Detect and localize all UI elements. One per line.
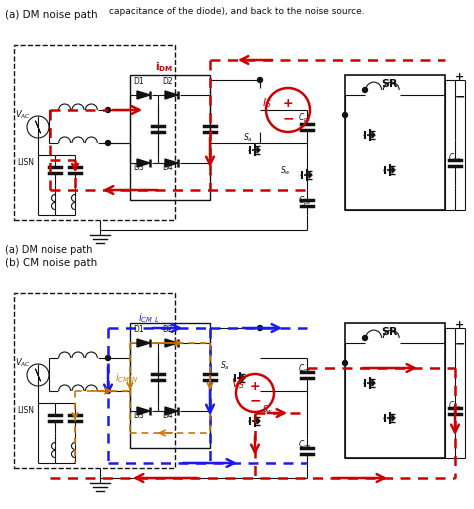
Polygon shape [165, 91, 178, 99]
Text: $C_{pe}$: $C_{pe}$ [298, 439, 312, 453]
Text: +: + [456, 320, 465, 330]
Polygon shape [257, 147, 260, 153]
Text: D2: D2 [162, 77, 173, 86]
Bar [130, 323, 210, 448]
Text: $S_a$: $S_a$ [220, 359, 230, 372]
Text: D3: D3 [133, 163, 144, 172]
Polygon shape [137, 91, 150, 99]
Text: D3: D3 [133, 411, 144, 420]
Circle shape [343, 360, 347, 365]
Text: $C_{ps}$: $C_{ps}$ [298, 362, 311, 376]
Text: LISN: LISN [17, 406, 34, 415]
Circle shape [106, 140, 110, 146]
Text: (b) CM noise path: (b) CM noise path [5, 258, 97, 268]
Text: $i_{CM\_L}$: $i_{CM\_L}$ [138, 312, 160, 327]
Polygon shape [137, 339, 150, 347]
Polygon shape [137, 159, 150, 167]
Text: −: − [282, 111, 294, 125]
Text: +: + [456, 72, 465, 82]
Text: D1: D1 [133, 325, 144, 334]
Circle shape [106, 107, 110, 112]
Text: −: − [455, 90, 465, 103]
Polygon shape [372, 132, 375, 138]
Text: +: + [283, 97, 293, 109]
Text: $\mathbf{i_{DM}}$: $\mathbf{i_{DM}}$ [155, 60, 173, 74]
Text: $i_{CM\_N}$: $i_{CM\_N}$ [115, 372, 139, 386]
Circle shape [106, 388, 110, 393]
Text: +: + [250, 381, 260, 393]
Circle shape [343, 112, 347, 118]
Text: $V_{AC}$: $V_{AC}$ [15, 357, 31, 369]
Bar [130, 75, 210, 200]
Text: −: − [455, 338, 465, 351]
Circle shape [106, 355, 110, 360]
Bar [345, 323, 445, 458]
Circle shape [257, 77, 263, 82]
Text: (a) DM noise path: (a) DM noise path [5, 245, 92, 255]
Polygon shape [165, 407, 178, 415]
Circle shape [363, 88, 367, 93]
Bar [345, 75, 445, 210]
Text: $S_a$: $S_a$ [243, 131, 253, 144]
Text: D4: D4 [162, 163, 173, 172]
Text: $S_w$: $S_w$ [280, 164, 291, 177]
Polygon shape [137, 407, 150, 415]
Text: $C_{se}$: $C_{se}$ [448, 151, 461, 163]
Text: D2: D2 [162, 325, 173, 334]
Text: D4: D4 [162, 411, 173, 420]
Text: LISN: LISN [17, 158, 34, 167]
Polygon shape [165, 339, 178, 347]
Text: capacitance of the diode), and back to the noise source.: capacitance of the diode), and back to t… [109, 7, 365, 16]
Text: −: − [249, 393, 261, 407]
Polygon shape [392, 415, 395, 421]
Circle shape [257, 325, 263, 330]
Text: $C_{ps}$: $C_{ps}$ [298, 111, 311, 125]
Polygon shape [392, 167, 395, 173]
Text: $C_{se}$: $C_{se}$ [448, 399, 461, 411]
Text: $I_S$: $I_S$ [262, 96, 272, 110]
Polygon shape [242, 375, 245, 381]
Text: (a) DM noise path: (a) DM noise path [5, 10, 98, 20]
Text: SR: SR [382, 327, 398, 337]
Circle shape [363, 335, 367, 341]
Polygon shape [257, 418, 260, 424]
Text: $V_S$: $V_S$ [231, 377, 245, 391]
Text: $V_{AC}$: $V_{AC}$ [15, 109, 31, 121]
Polygon shape [309, 172, 312, 178]
Text: $C_{pe}$: $C_{pe}$ [298, 194, 312, 208]
Text: $S_w$: $S_w$ [262, 404, 273, 416]
Text: D1: D1 [133, 77, 144, 86]
Text: SR: SR [382, 79, 398, 89]
Polygon shape [372, 380, 375, 386]
Polygon shape [165, 159, 178, 167]
Bar [14, 293, 175, 468]
Bar [14, 45, 175, 220]
